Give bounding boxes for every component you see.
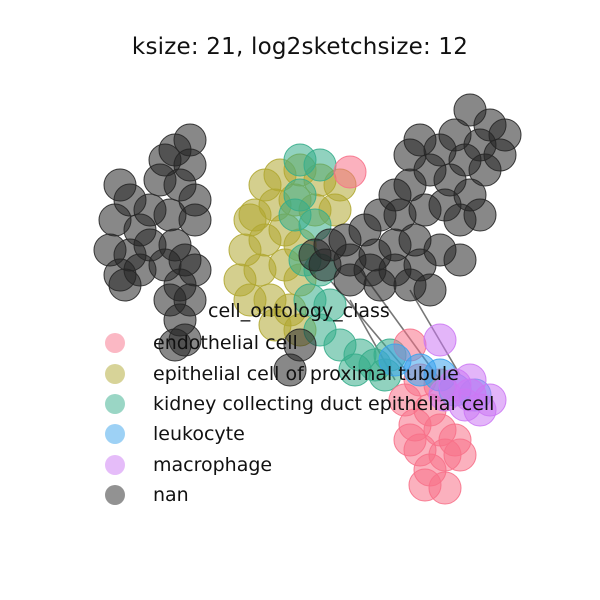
legend-entry: macrophage [100, 450, 272, 480]
legend-label: epithelial cell of proximal tubule [153, 363, 459, 385]
chart-title: ksize: 21, log2sketchsize: 12 [131, 34, 469, 60]
data-point [463, 198, 497, 232]
legend-marker [105, 333, 125, 353]
data-point [108, 268, 142, 302]
legend-entry: nan [100, 480, 189, 510]
legend-marker [105, 394, 125, 414]
legend-entry: epithelial cell of proximal tubule [100, 359, 459, 389]
data-point [413, 273, 447, 307]
legend-marker [105, 455, 125, 475]
data-point [443, 243, 477, 277]
data-point [453, 363, 487, 397]
legend-label: nan [153, 484, 189, 506]
data-point [283, 178, 317, 212]
data-point [333, 263, 367, 297]
data-point [233, 203, 267, 237]
legend-label: endothelial cell [153, 332, 298, 354]
legend-entry: endothelial cell [100, 328, 298, 358]
legend-marker [105, 485, 125, 505]
data-point [298, 238, 332, 272]
legend-entry: kidney collecting duct epithelial cell [100, 389, 494, 419]
legend-marker [105, 364, 125, 384]
series-macrophage [423, 323, 507, 427]
legend-marker [105, 424, 125, 444]
data-point [468, 153, 502, 187]
data-point [158, 328, 192, 362]
data-point [428, 378, 462, 412]
legend-label: leukocyte [153, 423, 245, 445]
data-point [178, 203, 212, 237]
data-point [473, 383, 507, 417]
legend-entry: leukocyte [100, 419, 245, 449]
data-point [333, 155, 367, 189]
data-point [363, 268, 397, 302]
data-point [393, 423, 427, 457]
data-point [443, 438, 477, 472]
data-point [283, 328, 317, 362]
legend-label: macrophage [153, 454, 273, 476]
data-point [423, 323, 457, 357]
series-nan [93, 93, 522, 387]
data-point [428, 471, 462, 505]
legend-title: cell_ontology_class [208, 300, 390, 322]
data-point [303, 148, 337, 182]
legend-label: kidney collecting duct epithelial cell [153, 393, 495, 415]
